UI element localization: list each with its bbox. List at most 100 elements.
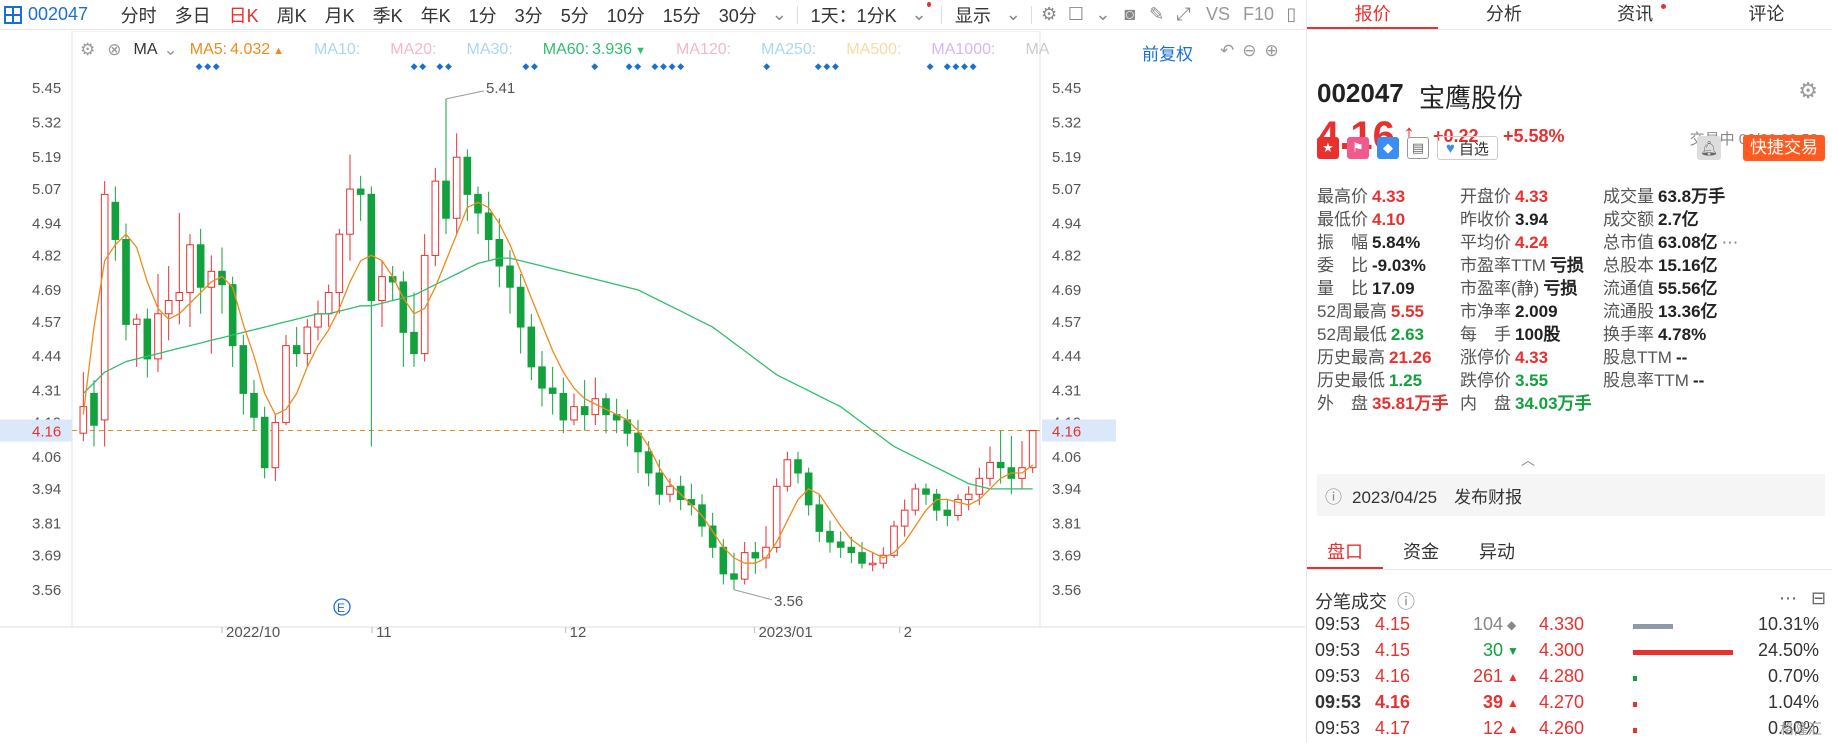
tab-3[interactable]: 评论 (1701, 0, 1832, 29)
timeframe-tab[interactable]: 周K (276, 5, 307, 26)
event-marker-icon[interactable]: ◆ (445, 61, 452, 71)
event-marker-icon[interactable]: ◆ (436, 61, 443, 71)
camera-icon[interactable]: ◙ (1124, 4, 1136, 24)
event-marker-icon[interactable]: ◆ (927, 61, 934, 71)
gear-icon[interactable]: ⚙ (1041, 4, 1058, 24)
gear-icon[interactable]: ⚙ (1798, 78, 1818, 103)
event-marker-icon[interactable]: ◆ (970, 61, 977, 71)
undo-icon[interactable]: ↶ (1220, 41, 1235, 60)
timeframe-tab[interactable]: 10分 (606, 5, 645, 26)
event-marker-icon[interactable]: ◆ (763, 61, 770, 71)
event-marker-icon[interactable]: ◆ (419, 61, 426, 71)
event-marker-icon[interactable]: ◆ (961, 61, 968, 71)
candle-body (890, 525, 898, 556)
quote-label: 昨收价 (1460, 210, 1511, 229)
kline-chart[interactable]: 5.45 5.45 5.32 5.32 5.19 5.19 5.07 5.07 4.94 4.94… (0, 31, 1305, 743)
timeframe-tab[interactable]: 15分 (662, 5, 701, 26)
gear-icon[interactable]: ⚙ (80, 40, 96, 59)
subtab-1[interactable]: 资金 (1403, 542, 1439, 562)
f10-button[interactable]: F10 (1243, 4, 1275, 24)
quote-label: 成交额 (1603, 210, 1654, 229)
chevron-down-icon[interactable]: ⌄ (163, 40, 178, 59)
event-marker-icon[interactable]: ◆ (823, 61, 830, 71)
stock-code-selector[interactable]: 002047 (0, 4, 112, 25)
timeframe-tab[interactable]: 月K (324, 5, 355, 26)
bell-icon[interactable]: 🔔︎ (1697, 136, 1721, 160)
tab-1[interactable]: 分析 (1438, 0, 1569, 29)
quote-label: 最低价 (1317, 210, 1368, 229)
vs-button[interactable]: VS (1206, 4, 1231, 24)
fullscreen-icon[interactable]: ⤢ (1176, 4, 1191, 24)
event-marker-icon[interactable]: ◆ (591, 61, 598, 71)
ma-item[interactable]: MA10: (314, 41, 360, 59)
event-marker-icon[interactable]: ◆ (677, 61, 684, 71)
event-marker-icon[interactable]: ◆ (952, 61, 959, 71)
candle-body (634, 432, 642, 453)
timeframe-tab[interactable]: 季K (372, 5, 403, 26)
ma-item[interactable]: MA250: (761, 41, 816, 59)
pencil-icon[interactable]: ✎ (1149, 4, 1165, 24)
more-icon[interactable]: ⋯ (1779, 588, 1797, 608)
tag-icon[interactable]: ◆ (1377, 137, 1399, 159)
panel-toggle-icon[interactable]: ▯ (1286, 4, 1297, 24)
display-menu[interactable]: 显示 (954, 5, 991, 26)
tab-0[interactable]: 报价 (1307, 0, 1439, 29)
adjust-mode-button[interactable]: 前复权 (1142, 45, 1193, 64)
tab-2[interactable]: 资讯 (1570, 0, 1701, 29)
event-marker-icon[interactable]: ◆ (815, 61, 822, 71)
event-marker-icon[interactable]: ◆ (634, 61, 641, 71)
timeframe-tab[interactable]: 1分 (468, 5, 497, 26)
event-marker-icon[interactable]: ◆ (669, 61, 676, 71)
event-marker-icon[interactable]: ◆ (204, 61, 211, 71)
event-marker-icon[interactable]: ◆ (196, 61, 203, 71)
period-select[interactable]: 1天：1分K (810, 5, 897, 26)
zoom-in-icon[interactable]: ⊕ (1264, 41, 1279, 60)
zoom-out-icon[interactable]: ⊖ (1242, 41, 1257, 60)
earnings-notice[interactable]: ⓘ 2023/04/25 发布财报 (1317, 474, 1825, 516)
ma-item[interactable]: MA60: 3.936 ▼ (543, 41, 646, 59)
ma-indicator-label[interactable]: MA (133, 41, 158, 58)
ma-item[interactable]: MA20: (390, 41, 436, 59)
ma-item[interactable]: MA (1025, 41, 1049, 59)
ma-item[interactable]: MA5: 4.032 ▲ (190, 41, 284, 59)
ma-item[interactable]: MA1000: (931, 41, 995, 59)
event-marker-icon[interactable]: ◆ (522, 61, 529, 71)
ma-item[interactable]: MA500: (846, 41, 901, 59)
timeframe-tab[interactable]: 分时 (120, 5, 157, 26)
timeframe-tab[interactable]: 5分 (560, 5, 589, 26)
collapse-icon[interactable]: ︿ (1521, 452, 1535, 468)
timeframe-tab[interactable]: 3分 (514, 5, 543, 26)
chevron-down-icon[interactable]: ⌄ (1005, 4, 1021, 24)
timeframe-tab[interactable]: 30分 (718, 5, 757, 26)
timeframe-tab[interactable]: 多日 (174, 5, 211, 26)
close-circle-icon[interactable]: ⊗ (107, 40, 122, 59)
chevron-down-icon[interactable]: ⌄ (911, 4, 927, 24)
subtab-2[interactable]: 异动 (1479, 542, 1515, 562)
quick-trade-button[interactable]: 快捷交易 (1743, 135, 1825, 161)
event-marker-icon[interactable]: ◆ (944, 61, 951, 71)
chevron-down-icon[interactable]: ⌄ (771, 4, 787, 24)
event-marker-icon[interactable]: ◆ (651, 61, 658, 71)
ma-item[interactable]: MA120: (676, 41, 731, 59)
chevron-down-icon[interactable]: ⌄ (1095, 4, 1111, 24)
event-e-icon[interactable] (333, 598, 351, 616)
subtab-0[interactable]: 盘口 (1307, 536, 1383, 569)
ma-item[interactable]: MA30: (467, 41, 513, 59)
note-icon[interactable]: ▤ (1407, 137, 1429, 159)
runner-icon[interactable]: ⚑ (1347, 137, 1369, 159)
event-marker-icon[interactable]: ◆ (832, 61, 839, 71)
timeframe-tab[interactable]: 年K (420, 5, 451, 26)
collapse-icon[interactable]: ⊟ (1811, 588, 1827, 608)
event-marker-icon[interactable]: ◆ (531, 61, 538, 71)
add-watchlist-button[interactable]: ♥ 自选 (1437, 136, 1498, 160)
checkbox-icon[interactable]: ☐ (1067, 4, 1085, 24)
more-icon[interactable]: ⋯ (1721, 233, 1739, 252)
event-marker-icon[interactable]: ◆ (411, 61, 418, 71)
china-flag-icon[interactable]: ★ (1317, 137, 1339, 159)
event-marker-icon[interactable]: ◆ (626, 61, 633, 71)
price-label-right-bg (1042, 419, 1116, 442)
timeframe-tab[interactable]: 日K (228, 5, 259, 26)
event-marker-icon[interactable]: ◆ (213, 61, 220, 71)
event-marker-icon[interactable]: ◆ (660, 61, 667, 71)
info-icon[interactable]: ⓘ (1397, 592, 1415, 612)
